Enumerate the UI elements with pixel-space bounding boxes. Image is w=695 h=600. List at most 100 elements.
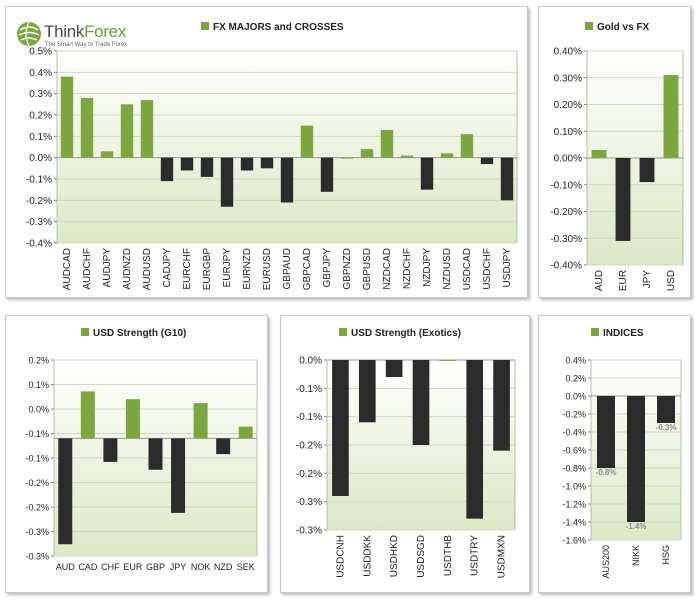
y-tick-label: -0.6%: [562, 446, 586, 456]
bar: [171, 438, 186, 513]
x-tick-label: GBPAUD: [282, 248, 293, 290]
y-tick-label: 0.0%: [29, 153, 52, 164]
y-tick-label: 0.0%: [299, 356, 322, 367]
x-tick-label: HSG: [661, 545, 671, 565]
x-tick-label: NIKK: [631, 545, 641, 566]
y-tick-label: 0.5%: [29, 47, 52, 58]
x-tick-label: EURCHF: [182, 248, 193, 290]
y-tick-label: 0.1%: [28, 380, 49, 390]
bar: [58, 438, 73, 545]
y-tick-label: 0.2%: [565, 374, 586, 384]
bar: [380, 129, 394, 158]
y-tick-label: -1.6%: [562, 536, 586, 546]
y-tick-label: 0.0%: [565, 392, 586, 402]
x-tick-label: NZD: [214, 562, 233, 572]
legend-swatch: [81, 328, 89, 336]
bar: [591, 149, 607, 158]
bar: [140, 100, 154, 158]
brand-name-part-2: Forex: [84, 22, 127, 41]
x-tick-label: NZDJPY: [422, 248, 433, 287]
y-tick-label: -0.3%: [296, 526, 322, 537]
chart-title-text: FX MAJORS and CROSSES: [213, 22, 344, 33]
bar: [180, 157, 194, 171]
bar: [103, 438, 118, 462]
x-tick-label: EURJPY: [222, 248, 233, 288]
bar: [657, 396, 675, 423]
x-tick-label: GBPCAD: [302, 248, 313, 290]
y-tick-label: 0.40%: [554, 47, 582, 58]
chart-title-text: INDICES: [603, 328, 644, 339]
bar: [280, 157, 294, 203]
bar: [100, 151, 114, 158]
y-tick-label: -0.40%: [550, 261, 582, 272]
chart-title: Gold vs FX: [585, 22, 649, 33]
gold-chart: 0.40% 0.30% 0.20% 0.10% 0.00% -0.10% -0.20% -0.…: [550, 47, 684, 291]
bar: [260, 157, 274, 169]
x-tick-label: NOK: [191, 562, 211, 572]
data-label: -0.8%: [596, 468, 617, 477]
exotics-chart: 0.0% -0.1% -0.1% -0.2% -0.2% -0.3% -0.3% USDCNH…: [296, 356, 516, 578]
bar: [500, 157, 514, 201]
x-tick-label: GBPJPY: [322, 248, 333, 288]
indices-chart: 0.4% 0.2% 0.0% -0.2% -0.4% -0.6% -0.8% -1.0% -1.…: [562, 356, 682, 579]
y-tick-label: 0.2%: [28, 356, 49, 366]
bar: [80, 97, 94, 158]
x-tick-label: AUDJPY: [102, 248, 113, 288]
y-tick-label: -0.20%: [550, 207, 582, 218]
y-tick-label: 0.3%: [29, 89, 52, 100]
y-tick-label: -0.2%: [296, 441, 322, 452]
x-tick-label: USDMXN: [497, 535, 508, 578]
y-tick-label: -1.4%: [562, 518, 586, 528]
exotics-panel: USD Strength (Exotics) 0.0% -0.1% -0.1% -0.…: [280, 315, 530, 593]
y-tick-label: 0.4%: [565, 356, 586, 366]
x-tick-label: AUS200: [601, 545, 611, 579]
y-tick-label: 0.20%: [554, 100, 582, 111]
bar: [627, 396, 645, 522]
x-tick-label: NZDCAD: [382, 248, 393, 290]
x-tick-label: GBPUSD: [362, 248, 373, 290]
y-tick-label: -0.2%: [26, 196, 52, 207]
bar: [216, 438, 231, 455]
x-tick-label: EUR: [618, 270, 629, 291]
x-tick-label: EURNZD: [242, 248, 253, 290]
fx-majors-chart: 0.5% 0.4% 0.3% 0.2% 0.1% 0.0% -0.1% -0.2% -0.3% -…: [26, 47, 518, 290]
y-tick-label: -1.0%: [562, 482, 586, 492]
bar: [420, 157, 434, 190]
x-tick-label: AUD: [594, 270, 605, 291]
x-tick-label: AUDCAD: [62, 248, 73, 290]
x-tick-label: GBPNZD: [342, 248, 353, 290]
brand-name-part-1: Think: [44, 22, 85, 41]
bar: [439, 360, 457, 361]
x-tick-label: JPY: [170, 562, 187, 572]
x-tick-label: AUDNZD: [122, 248, 133, 290]
y-tick-label: -0.4%: [562, 428, 586, 438]
x-tick-label: NZDCHF: [402, 248, 413, 289]
chart-title-text: USD Strength (Exotics): [351, 328, 462, 339]
y-tick-label: -1.2%: [562, 500, 586, 510]
legend-swatch: [201, 22, 209, 30]
legend-swatch: [591, 328, 599, 336]
y-tick-label: -0.4%: [26, 239, 52, 250]
y-tick-label: -0.2%: [25, 478, 49, 488]
chart-title-text: USD Strength (G10): [93, 328, 187, 339]
bar: [385, 360, 403, 377]
chart-title-text: Gold vs FX: [597, 22, 650, 33]
gold-panel: Gold vs FX 0.40% 0.30% 0.20% 0.10% 0.00% -0.1…: [538, 6, 691, 298]
y-tick-label: 0.00%: [554, 154, 582, 165]
bar: [220, 157, 234, 207]
x-tick-label: CAD: [78, 562, 98, 572]
bar: [120, 104, 134, 158]
bar: [125, 399, 140, 439]
x-tick-label: NZDUSD: [442, 248, 453, 290]
y-tick-label: -0.8%: [562, 464, 586, 474]
data-label: -1.4%: [626, 522, 647, 531]
x-tick-label: USDTRY: [470, 535, 481, 576]
bar: [148, 438, 163, 470]
x-tick-label: USDTHB: [443, 535, 454, 576]
bar: [615, 158, 631, 241]
data-label: -0.3%: [656, 423, 677, 432]
y-tick-label: -0.3%: [25, 552, 49, 562]
bar: [340, 157, 354, 159]
bar: [480, 157, 494, 165]
x-tick-label: USDCNH: [335, 535, 346, 578]
